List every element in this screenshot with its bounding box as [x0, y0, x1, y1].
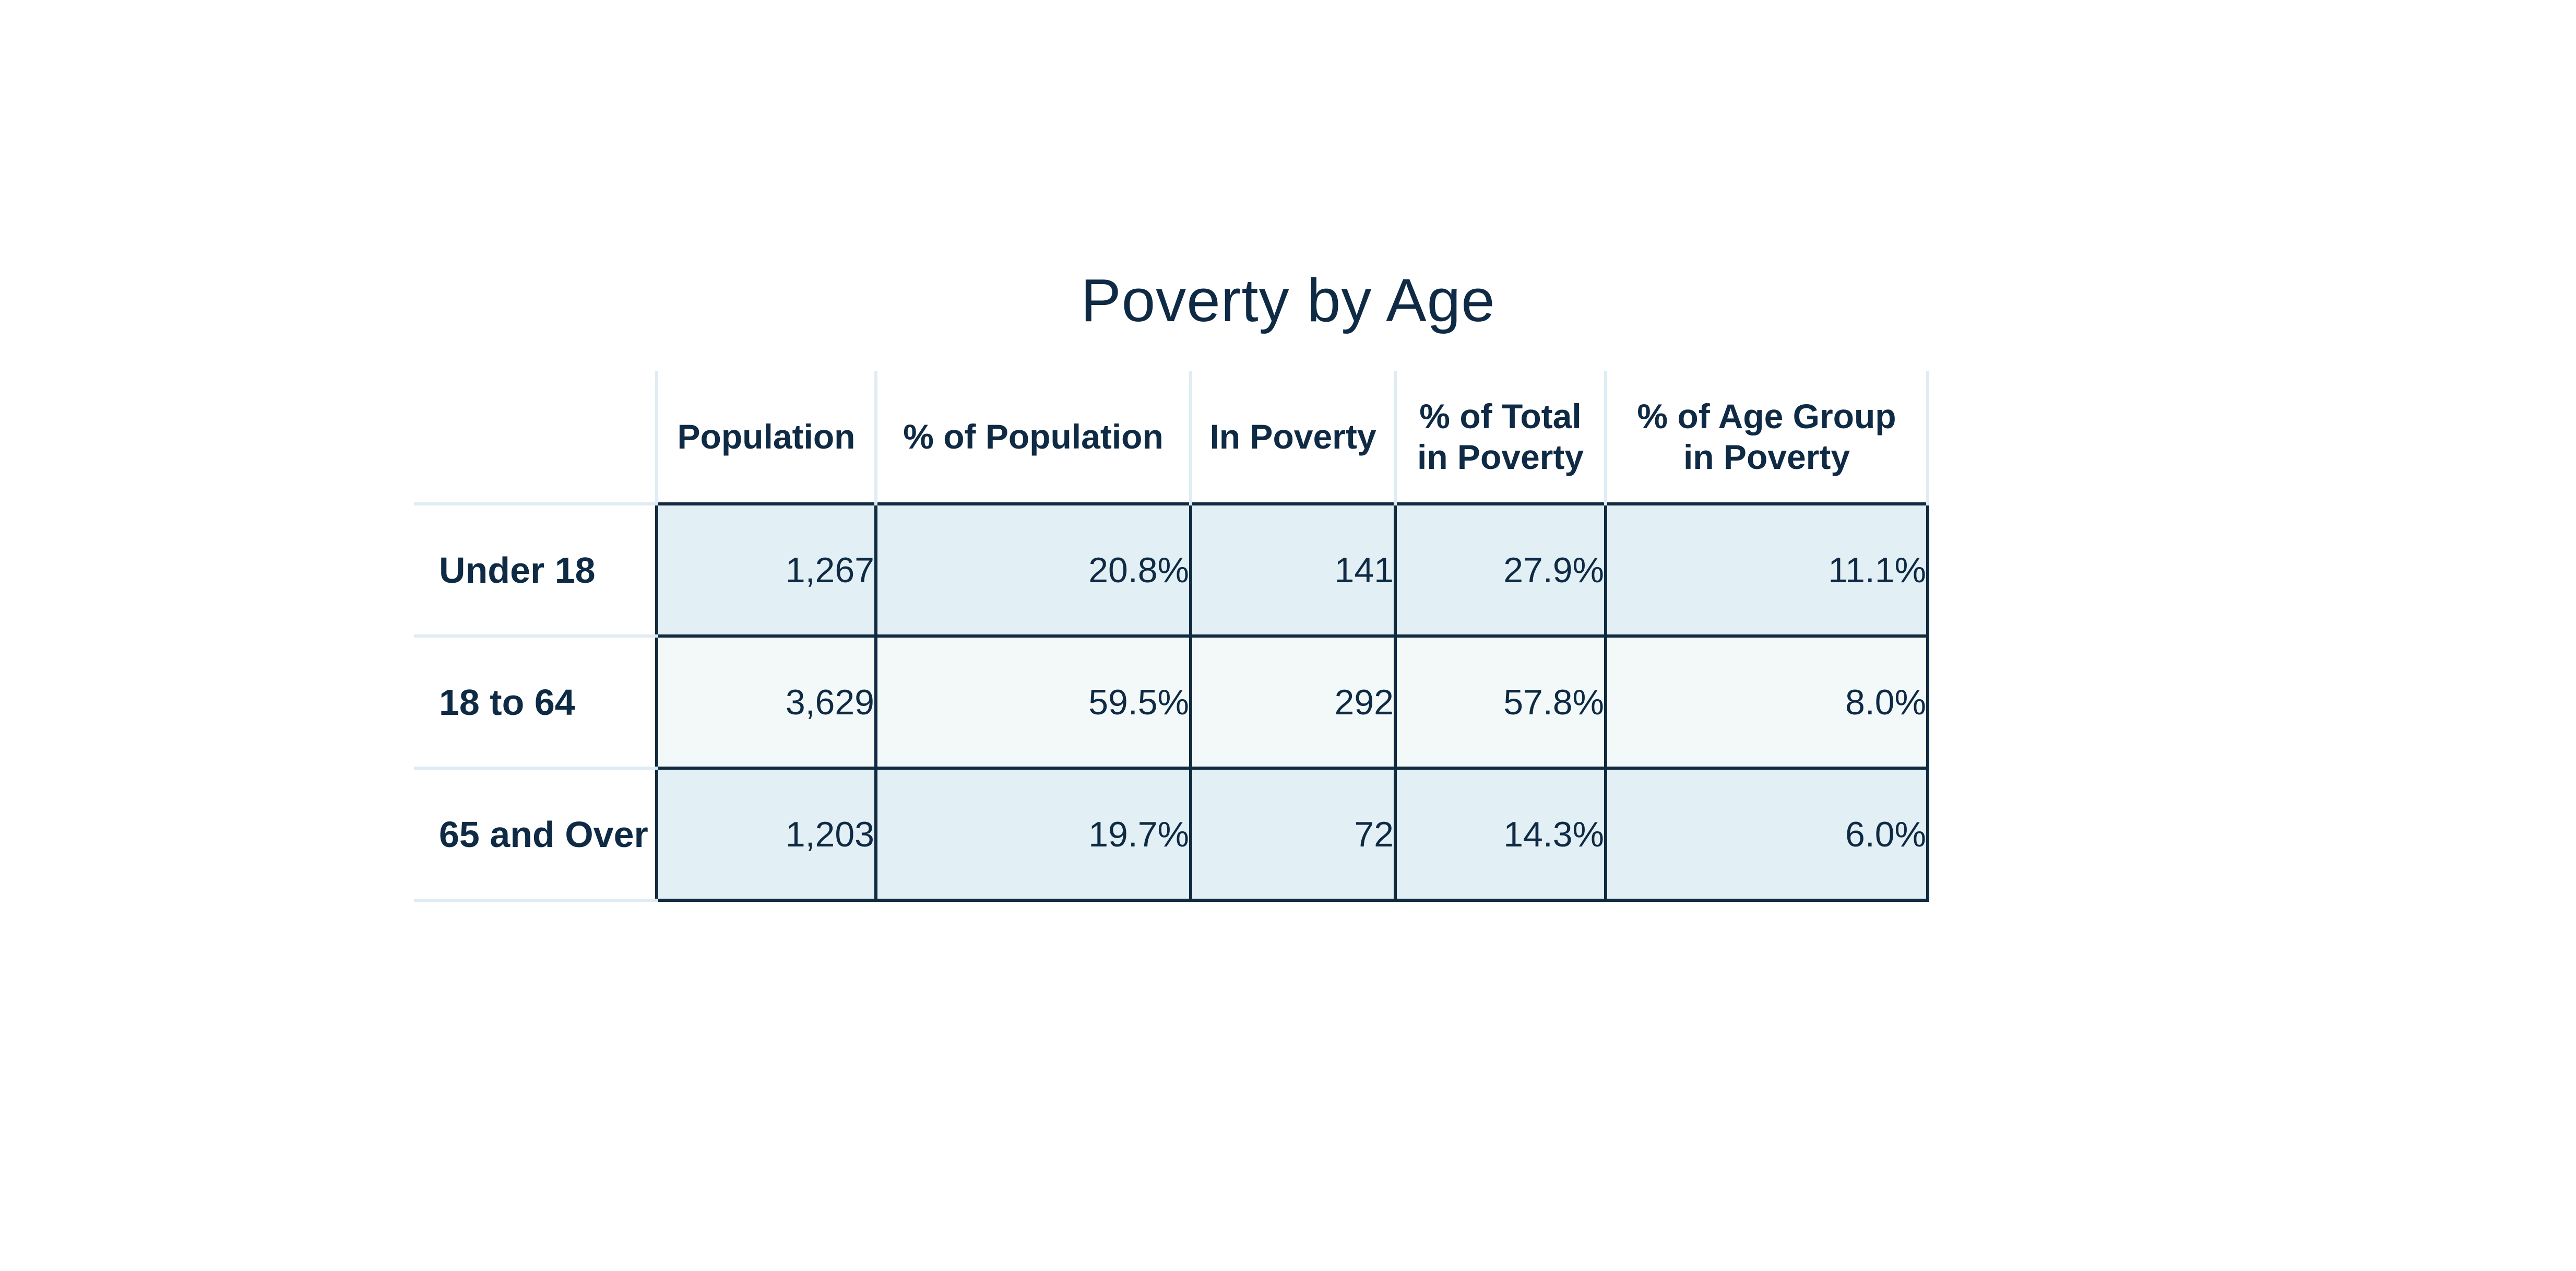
header-row: Population % of Population In Poverty % …: [414, 371, 1929, 504]
table-cell: 14.3%: [1394, 767, 1607, 902]
table-row: 18 to 64 3,629 59.5% 292 57.8% 8.0%: [414, 634, 1929, 770]
column-header-in-poverty: In Poverty: [1189, 371, 1397, 504]
row-label: 18 to 64: [414, 634, 657, 770]
table-cell: 3,629: [655, 634, 877, 770]
table-cell: 6.0%: [1604, 767, 1929, 902]
table-title: Poverty by Age: [1081, 266, 1495, 334]
table-row: Under 18 1,267 20.8% 141 27.9% 11.1%: [414, 502, 1929, 638]
table-row: 65 and Over 1,203 19.7% 72 14.3% 6.0%: [414, 767, 1929, 902]
row-label: Under 18: [414, 502, 657, 638]
table-cell: 72: [1189, 767, 1397, 902]
table-cell: 1,203: [655, 767, 877, 902]
table-cell: 292: [1189, 634, 1397, 770]
column-header-pct-age-group-in-poverty: % of Age Group in Poverty: [1604, 371, 1929, 504]
corner-cell: [414, 371, 658, 504]
row-label: 65 and Over: [414, 767, 657, 902]
table-cell: 1,267: [655, 502, 877, 638]
table-cell: 59.5%: [874, 634, 1192, 770]
table-cell: 19.7%: [874, 767, 1192, 902]
table-cell: 20.8%: [874, 502, 1192, 638]
column-header-population: Population: [655, 371, 877, 504]
table-cell: 57.8%: [1394, 634, 1607, 770]
table-cell: 8.0%: [1604, 634, 1929, 770]
poverty-table: Population % of Population In Poverty % …: [414, 371, 1929, 902]
column-header-pct-population: % of Population: [874, 371, 1192, 504]
table-cell: 27.9%: [1394, 502, 1607, 638]
column-header-pct-total-in-poverty: % of Total in Poverty: [1394, 371, 1607, 504]
table-cell: 141: [1189, 502, 1397, 638]
table-cell: 11.1%: [1604, 502, 1929, 638]
